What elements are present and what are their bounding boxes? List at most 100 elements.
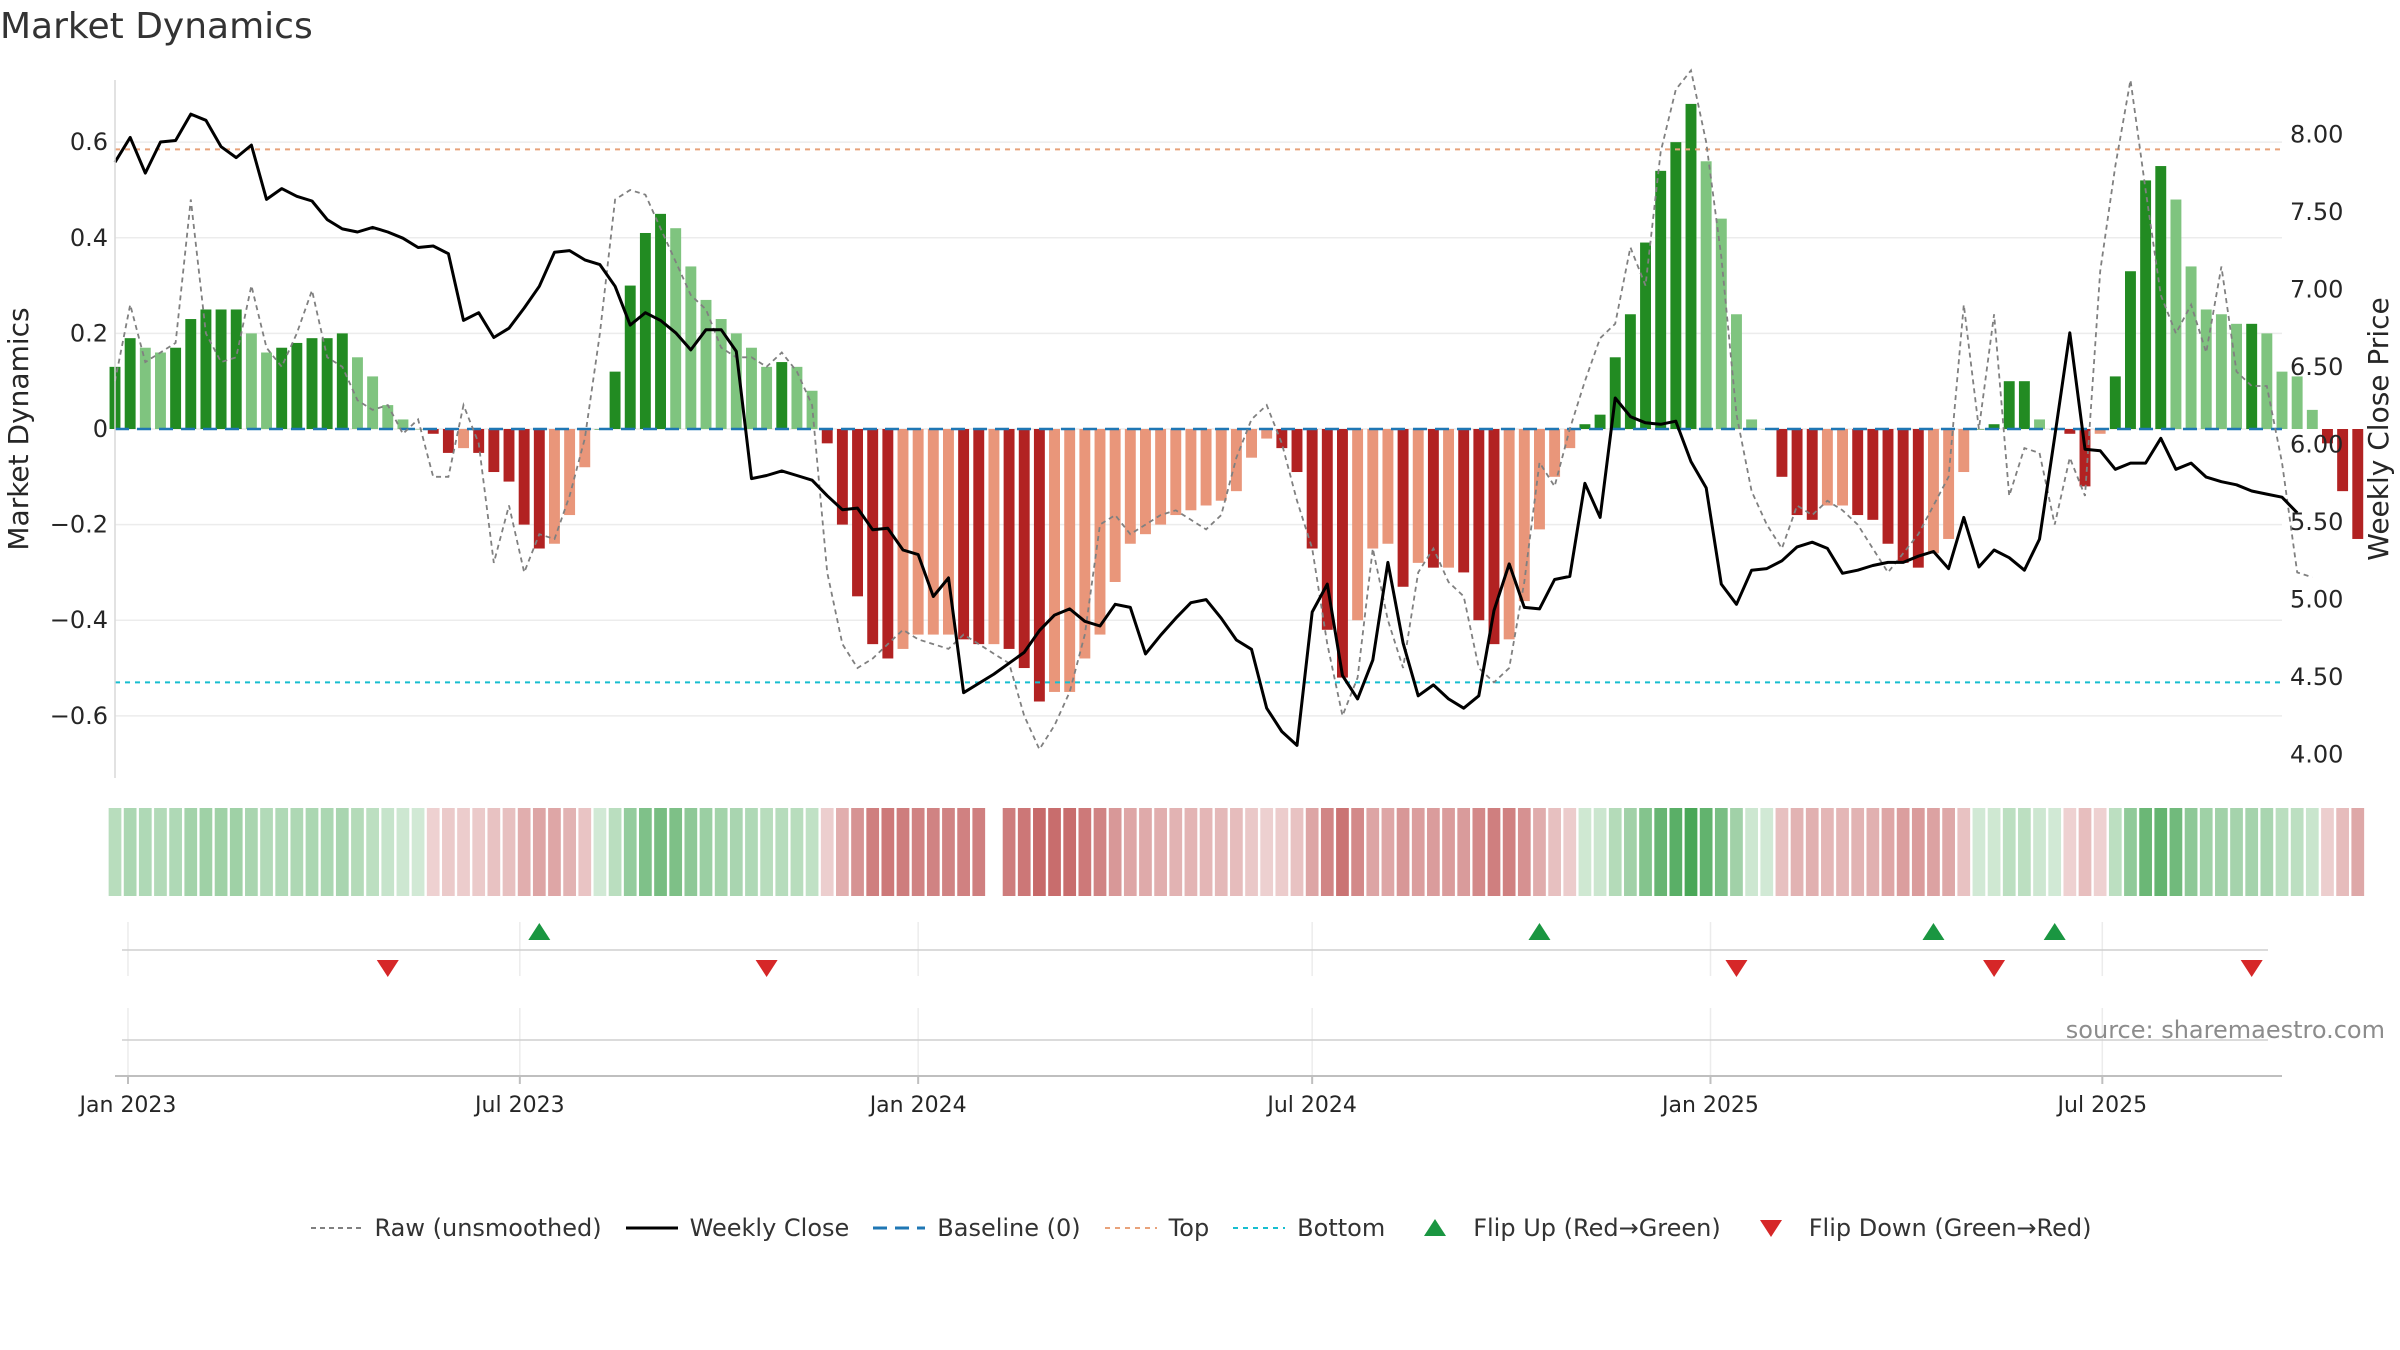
regime-cell — [2275, 808, 2289, 896]
regime-cell — [639, 808, 652, 896]
regime-cell — [669, 808, 683, 896]
dynamics-bar — [2018, 381, 2030, 429]
regime-cell — [2290, 808, 2304, 896]
regime-cell — [154, 808, 167, 896]
regime-cell — [1245, 808, 1258, 896]
dynamics-bars — [109, 103, 2364, 702]
regime-cell — [2078, 808, 2092, 896]
regime-cell — [1169, 808, 1183, 896]
dynamics-bar — [1291, 429, 1303, 473]
y2-tick-label: 8.00 — [2290, 120, 2343, 148]
flip-down-marker — [376, 960, 399, 977]
regime-cell — [1002, 808, 1016, 896]
x-tick-label: Jan 2024 — [868, 1093, 967, 1118]
x-tick-label: Jul 2023 — [473, 1093, 565, 1118]
regime-cell — [1836, 808, 1849, 896]
regime-cell — [820, 808, 834, 896]
dynamics-bar — [912, 429, 924, 635]
regime-cell — [1078, 808, 1092, 896]
legend-raw-symbol — [310, 1227, 363, 1229]
x-tick-label: Jul 2024 — [1265, 1093, 1357, 1118]
dynamics-bar — [1670, 142, 1682, 429]
dynamics-bar — [382, 405, 394, 429]
regime-cell — [1927, 808, 1940, 896]
dynamics-bar — [155, 352, 166, 429]
regime-cell — [123, 808, 137, 896]
y-tick-label: 0.4 — [70, 224, 108, 252]
regime-cell — [108, 808, 122, 896]
regime-cell — [502, 808, 516, 896]
dynamics-bar — [1943, 429, 1955, 539]
regime-cell — [1639, 808, 1652, 896]
dynamics-bar — [1685, 103, 1697, 429]
dynamics-bar — [1746, 419, 1758, 429]
dynamics-bar — [215, 309, 227, 429]
dynamics-bar — [609, 371, 621, 429]
dynamics-bar — [2200, 309, 2212, 429]
dynamics-bar — [806, 390, 818, 429]
flip-up-marker — [1528, 923, 1551, 940]
dynamics-bar — [549, 429, 560, 544]
regime-cell — [1805, 808, 1819, 896]
dynamics-bar — [245, 333, 257, 429]
axes: −0.6 −0.4 −0.2 0 0.2 0.4 0.6 4.00 4.50 5.00 5.50 6.… — [2, 80, 2395, 778]
legend-label: Weekly Close — [689, 1214, 850, 1242]
dynamics-bar — [1912, 429, 1924, 568]
dynamics-bar — [458, 429, 469, 449]
dynamics-bar — [230, 309, 242, 429]
regime-cell — [1230, 808, 1243, 896]
regime-cell — [2108, 808, 2122, 896]
dynamics-bar — [973, 429, 985, 645]
dynamics-bar — [624, 285, 636, 429]
regime-cell — [1593, 808, 1607, 896]
regime-cell — [229, 808, 243, 896]
dynamics-bar — [1094, 429, 1106, 635]
dynamics-bar — [1306, 429, 1318, 549]
y2-tick-label: 7.50 — [2290, 198, 2343, 226]
dynamics-bar — [1215, 429, 1227, 501]
y2-tick-label: 7.00 — [2290, 275, 2343, 303]
dynamics-bar — [1109, 429, 1121, 582]
dynamics-bar — [2322, 429, 2333, 444]
regime-cell — [760, 808, 773, 896]
dynamics-bar — [2261, 333, 2273, 429]
regime-cell — [2002, 808, 2016, 896]
regime-cell — [1942, 808, 1955, 896]
regime-cell — [684, 808, 698, 896]
dynamics-bar — [852, 429, 863, 597]
legend-item-close: Weekly Close — [624, 1214, 850, 1242]
flip-up-marker — [2043, 923, 2066, 940]
regime-cell — [1305, 808, 1319, 896]
regime-cell — [275, 808, 289, 896]
regime-cell — [1427, 808, 1440, 896]
legend-flip-up-symbol — [1424, 1219, 1447, 1236]
regime-cell — [563, 808, 576, 896]
dynamics-bar — [1443, 429, 1454, 568]
dynamics-bar — [897, 429, 909, 649]
dynamics-bar — [2034, 419, 2045, 429]
regime-cell — [1911, 808, 1925, 896]
regime-cell — [320, 808, 334, 896]
dynamics-bar — [988, 429, 1000, 645]
dynamics-bar — [1609, 357, 1621, 429]
dynamics-bar — [1352, 429, 1364, 621]
regime-cell — [654, 808, 667, 896]
regime-cell — [1851, 808, 1865, 896]
regime-cell — [1199, 808, 1213, 896]
dynamics-bar — [639, 232, 651, 429]
dynamics-bar — [1246, 429, 1257, 458]
page-title: Market Dynamics — [0, 6, 313, 47]
flip-down-marker — [1983, 960, 2006, 977]
dynamics-bar — [1776, 429, 1788, 477]
dynamics-bar — [1397, 429, 1409, 587]
regime-cell — [1578, 808, 1592, 896]
regime-cell — [1881, 808, 1895, 896]
y2-axis-label: Weekly Close Price — [2362, 297, 2395, 560]
dynamics-bar — [1715, 218, 1727, 429]
dynamics-bar — [1321, 429, 1333, 630]
regime-cell — [1260, 808, 1274, 896]
dynamics-bar — [352, 357, 363, 429]
regime-cell — [1108, 808, 1122, 896]
regime-cell — [1548, 808, 1561, 896]
